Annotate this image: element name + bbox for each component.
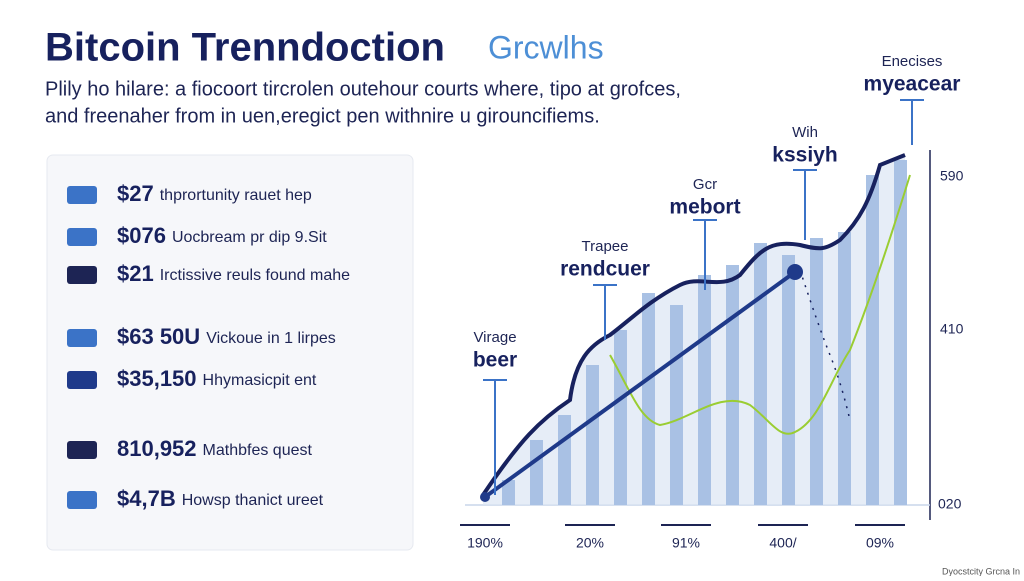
- item-label: Irctissive reuls found mahe: [160, 267, 350, 284]
- chart-illustration: Virage beer Trapee rendcuer Gcr mebort Wih kssi…: [460, 53, 964, 551]
- secondary-line: [609, 174, 911, 435]
- bar: [754, 243, 767, 505]
- item-icon: [67, 186, 97, 204]
- item-label: thprortunity rauet hep: [160, 187, 312, 204]
- item-value: $63 50U: [117, 324, 200, 349]
- item-label: Mathbfes quest: [203, 442, 313, 459]
- subtitle: Plily ho hilare: a fiocoort tircrolen ou…: [45, 78, 681, 100]
- item-icon: [67, 371, 97, 389]
- bar: [642, 293, 655, 505]
- bar: [866, 175, 879, 505]
- bar: [838, 232, 851, 505]
- item-icon: [67, 329, 97, 347]
- bar: [698, 275, 711, 505]
- trend-line: [481, 153, 906, 497]
- item-value: $076: [117, 223, 166, 248]
- annotation-big: beer: [473, 349, 517, 372]
- item-icon: [67, 491, 97, 509]
- annotation-small: Wih: [792, 124, 818, 141]
- bar: [530, 440, 543, 505]
- subtitle: and freenaher from in uen,eregict pen wi…: [45, 105, 600, 127]
- bar: [614, 330, 627, 505]
- arrow-start: [480, 492, 490, 502]
- item-label: Howsp thanict ureet: [182, 492, 324, 509]
- item-icon: [67, 441, 97, 459]
- item-value: $4,7B: [117, 486, 176, 511]
- bar: [558, 415, 571, 505]
- item-label: Hhymasicpit ent: [203, 372, 317, 389]
- x-label: 20%: [576, 535, 604, 551]
- arrow-line: [483, 270, 797, 499]
- bar: [586, 365, 599, 505]
- list-panel: [46, 154, 414, 551]
- x-labels: 190% 20% 91% 400/09%: [460, 524, 905, 551]
- bar: [782, 255, 795, 505]
- annotation-small: Gcr: [693, 176, 717, 193]
- bar: [894, 160, 907, 505]
- annotation-big: mebort: [669, 196, 740, 219]
- footer: Dyocstcity Grcna In: [942, 566, 1020, 576]
- item-label: Vickoue in 1 lirpes: [206, 330, 336, 347]
- title: Bitcoin Trenndoction: [45, 26, 445, 70]
- item-value: 810,952: [117, 436, 197, 461]
- annotation-big: kssiyh: [772, 144, 837, 167]
- item-value: $27: [117, 181, 154, 206]
- annotation-small: Enecises: [882, 53, 943, 70]
- axis-label: 410: [940, 321, 964, 337]
- x-label: 91%: [672, 535, 700, 551]
- bar: [810, 238, 823, 505]
- bar: [670, 305, 683, 505]
- axis-label: 590: [940, 168, 964, 184]
- annotation-small: Virage: [473, 329, 516, 346]
- x-label: 190%: [467, 535, 503, 551]
- annotation-big: myeacear: [864, 73, 961, 96]
- annotations: Virage beer Trapee rendcuer Gcr mebort Wih kssi…: [473, 53, 961, 495]
- annotation-big: rendcuer: [560, 258, 650, 281]
- item-list: $27 thprortunity rauet hep $076 Uocbream pr…: [67, 181, 350, 511]
- item-icon: [67, 228, 97, 246]
- title-accent: Grcwlhs: [488, 29, 604, 65]
- item-label: Uocbream pr dip 9.Sit: [172, 229, 327, 246]
- bar: [502, 480, 515, 505]
- annotation-small: Trapee: [582, 238, 629, 255]
- bar: [726, 265, 739, 505]
- item-value: $35,150: [117, 366, 197, 391]
- x-label: 09%: [866, 535, 894, 551]
- arrow-end: [787, 264, 803, 280]
- x-label: 400/: [769, 535, 796, 551]
- item-value: $21: [117, 261, 154, 286]
- axis-label: 020: [938, 496, 962, 512]
- item-icon: [67, 266, 97, 284]
